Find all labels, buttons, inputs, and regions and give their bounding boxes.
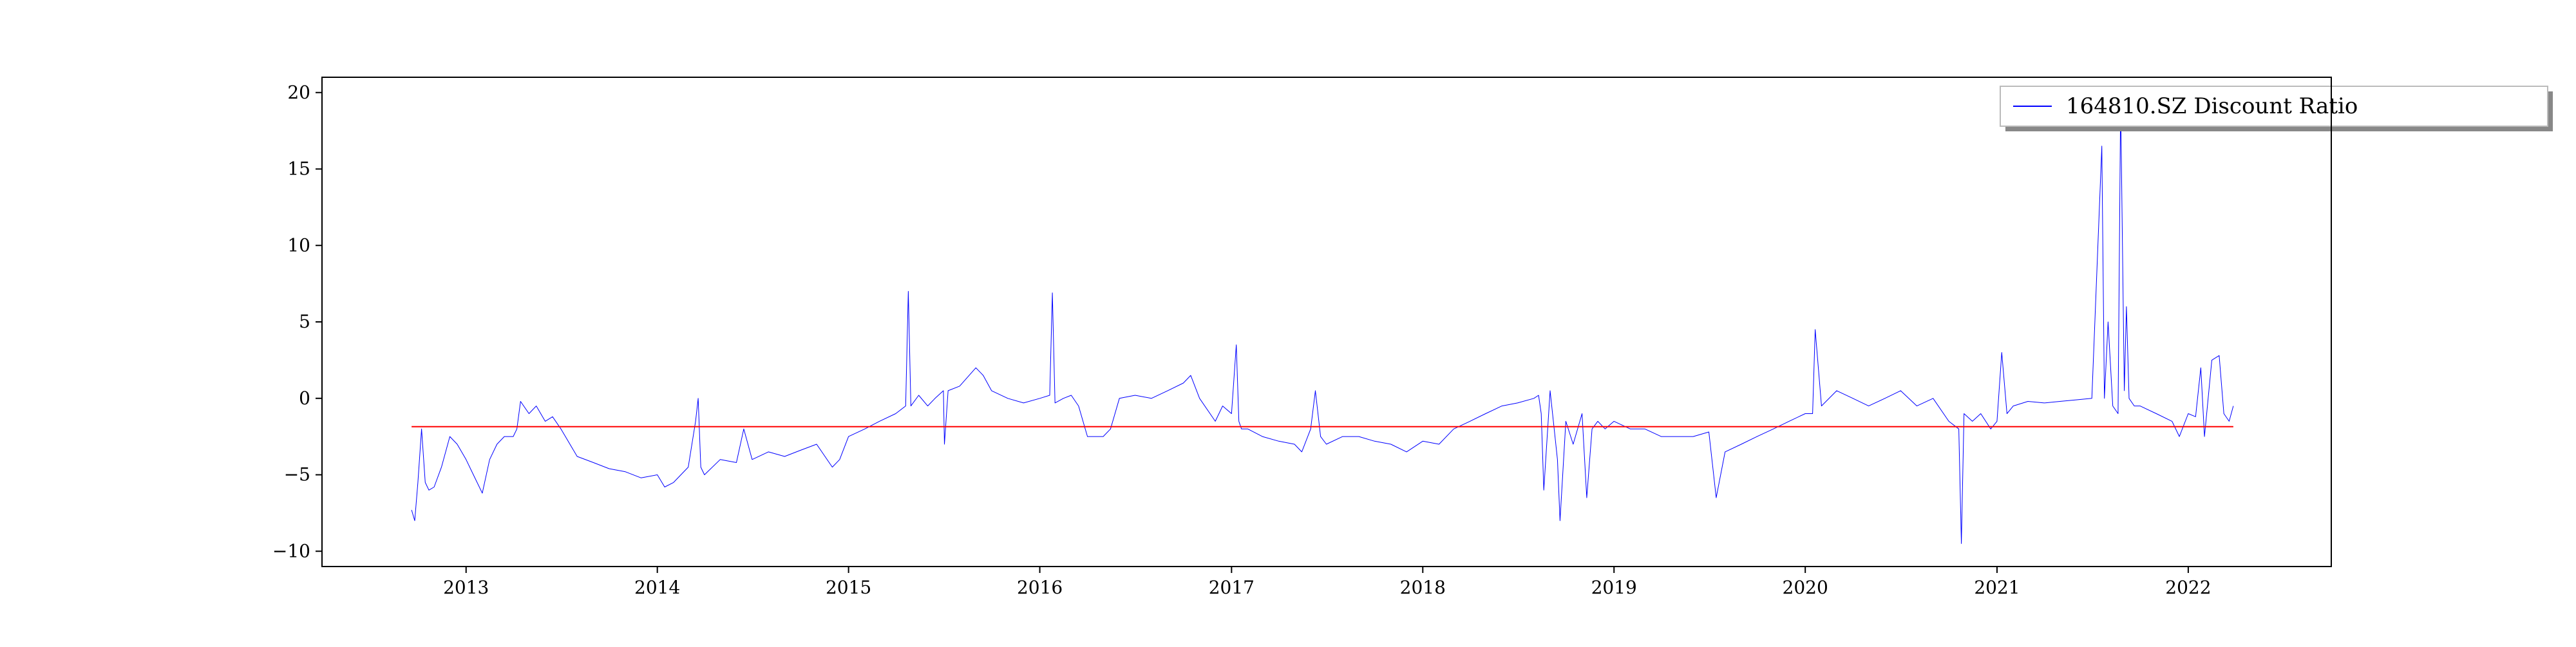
x-tick-label: 2015 bbox=[826, 577, 871, 598]
legend-label: 164810.SZ Discount Ratio bbox=[2066, 93, 2358, 119]
y-tick-label: 0 bbox=[299, 388, 310, 409]
x-tick-label: 2018 bbox=[1400, 577, 1446, 598]
y-tick-label: 10 bbox=[287, 234, 310, 256]
x-tick-label: 2014 bbox=[634, 577, 680, 598]
series-line-discount-ratio bbox=[411, 100, 2234, 544]
x-tick-label: 2017 bbox=[1209, 577, 1255, 598]
y-tick-label: 15 bbox=[287, 158, 310, 180]
legend-box bbox=[2000, 86, 2548, 127]
legend: 164810.SZ Discount Ratio bbox=[2000, 86, 2553, 131]
y-tick-label: −10 bbox=[272, 540, 310, 561]
x-tick-label: 2016 bbox=[1017, 577, 1063, 598]
x-tick-label: 2021 bbox=[1974, 577, 2020, 598]
x-tick-label: 2013 bbox=[443, 577, 489, 598]
x-tick-label: 2020 bbox=[1783, 577, 1828, 598]
y-tick-label: 5 bbox=[299, 311, 310, 332]
y-tick-label: −5 bbox=[284, 464, 310, 485]
x-tick-label: 2019 bbox=[1591, 577, 1637, 598]
y-axis: 20 15 10 5 0 −5 −10 bbox=[272, 82, 322, 561]
axes-frame bbox=[321, 77, 2332, 567]
x-axis: 2013 2014 2015 2016 2017 2018 2019 2020 2021 2022 bbox=[443, 567, 2211, 598]
y-tick-label: 20 bbox=[287, 82, 310, 103]
x-tick-label: 2022 bbox=[2165, 577, 2211, 598]
plot-area bbox=[411, 100, 2234, 544]
